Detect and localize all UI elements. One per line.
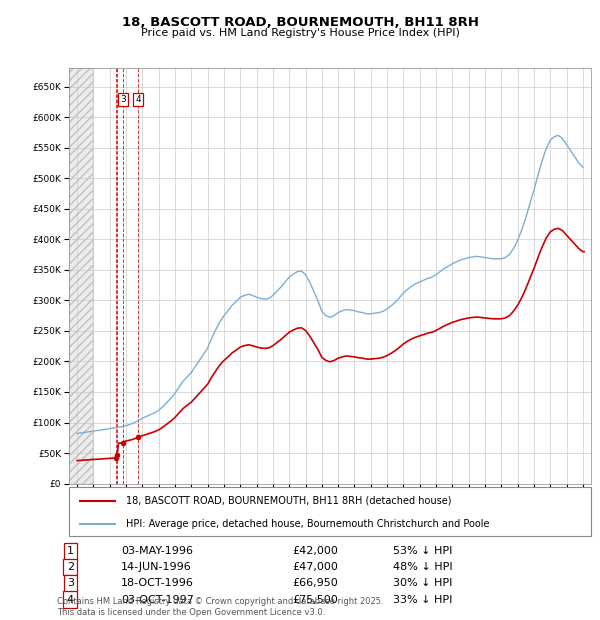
- Text: £75,500: £75,500: [292, 595, 338, 604]
- FancyBboxPatch shape: [69, 487, 591, 536]
- Text: 3: 3: [120, 95, 126, 104]
- Text: 1: 1: [67, 546, 74, 556]
- Text: 18, BASCOTT ROAD, BOURNEMOUTH, BH11 8RH: 18, BASCOTT ROAD, BOURNEMOUTH, BH11 8RH: [121, 16, 479, 29]
- Text: 14-JUN-1996: 14-JUN-1996: [121, 562, 192, 572]
- Text: 4: 4: [136, 95, 141, 104]
- Bar: [69, 68, 94, 484]
- Text: 03-MAY-1996: 03-MAY-1996: [121, 546, 193, 556]
- Text: £42,000: £42,000: [292, 546, 338, 556]
- Text: 18-OCT-1996: 18-OCT-1996: [121, 578, 194, 588]
- Text: 53% ↓ HPI: 53% ↓ HPI: [394, 546, 453, 556]
- Text: HPI: Average price, detached house, Bournemouth Christchurch and Poole: HPI: Average price, detached house, Bour…: [127, 519, 490, 529]
- Text: 33% ↓ HPI: 33% ↓ HPI: [394, 595, 453, 604]
- Text: 18, BASCOTT ROAD, BOURNEMOUTH, BH11 8RH (detached house): 18, BASCOTT ROAD, BOURNEMOUTH, BH11 8RH …: [127, 495, 452, 505]
- Text: 4: 4: [67, 595, 74, 604]
- Text: 3: 3: [67, 578, 74, 588]
- Text: This data is licensed under the Open Government Licence v3.0.: This data is licensed under the Open Gov…: [57, 608, 325, 617]
- Text: 30% ↓ HPI: 30% ↓ HPI: [394, 578, 453, 588]
- Bar: [69, 68, 94, 484]
- Text: £66,950: £66,950: [292, 578, 338, 588]
- Text: Price paid vs. HM Land Registry's House Price Index (HPI): Price paid vs. HM Land Registry's House …: [140, 28, 460, 38]
- Text: 03-OCT-1997: 03-OCT-1997: [121, 595, 194, 604]
- Text: Contains HM Land Registry data © Crown copyright and database right 2025.: Contains HM Land Registry data © Crown c…: [57, 597, 383, 606]
- Text: 48% ↓ HPI: 48% ↓ HPI: [394, 562, 453, 572]
- Text: 2: 2: [67, 562, 74, 572]
- Text: £47,000: £47,000: [292, 562, 338, 572]
